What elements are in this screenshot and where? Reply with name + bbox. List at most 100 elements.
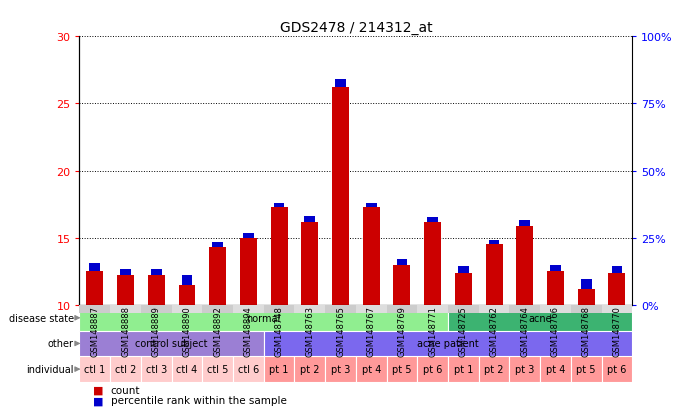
Bar — [602, 305, 632, 313]
Bar — [325, 305, 356, 313]
Text: acne patient: acne patient — [417, 339, 479, 349]
Bar — [609, 273, 625, 305]
Bar — [148, 276, 164, 305]
Bar — [356, 305, 386, 313]
Text: GSM148890: GSM148890 — [182, 306, 191, 356]
Bar — [79, 331, 264, 356]
Bar — [305, 217, 315, 222]
Bar — [547, 272, 564, 305]
Bar — [171, 305, 202, 313]
Bar — [455, 273, 472, 305]
Text: pt 2: pt 2 — [300, 364, 319, 374]
Bar — [509, 305, 540, 313]
Bar — [243, 233, 254, 238]
Bar — [233, 356, 264, 382]
Bar — [509, 356, 540, 382]
Text: pt 1: pt 1 — [269, 364, 289, 374]
Bar — [274, 203, 285, 207]
Bar — [202, 356, 233, 382]
Bar — [479, 356, 509, 382]
Bar — [79, 305, 448, 331]
Text: GSM148769: GSM148769 — [397, 306, 406, 356]
Text: GSM148764: GSM148764 — [520, 306, 529, 356]
Bar — [86, 272, 103, 305]
Bar — [271, 207, 287, 305]
Bar — [427, 217, 438, 222]
Bar — [209, 247, 226, 305]
Bar — [120, 269, 131, 276]
Text: GSM148770: GSM148770 — [612, 306, 621, 356]
Text: GSM148766: GSM148766 — [551, 306, 560, 356]
Bar — [141, 356, 171, 382]
Text: pt 4: pt 4 — [546, 364, 565, 374]
Bar — [332, 88, 349, 305]
Bar — [489, 240, 500, 245]
Bar — [182, 276, 192, 285]
Bar — [79, 356, 110, 382]
Bar — [325, 356, 356, 382]
Bar — [294, 305, 325, 313]
Bar — [171, 356, 202, 382]
Text: acne: acne — [529, 313, 552, 323]
Bar — [178, 285, 196, 305]
Text: ctl 6: ctl 6 — [238, 364, 259, 374]
Bar — [571, 356, 602, 382]
Bar — [612, 266, 623, 273]
Text: GSM148892: GSM148892 — [213, 306, 223, 356]
Text: ■: ■ — [93, 385, 104, 395]
Bar — [397, 259, 407, 265]
Text: GSM148888: GSM148888 — [121, 306, 130, 356]
Text: count: count — [111, 385, 140, 395]
Text: ctl 5: ctl 5 — [207, 364, 228, 374]
Bar — [264, 305, 294, 313]
Text: pt 6: pt 6 — [423, 364, 442, 374]
Bar — [448, 305, 479, 313]
Bar — [540, 356, 571, 382]
Bar — [602, 356, 632, 382]
Text: pt 2: pt 2 — [484, 364, 504, 374]
Text: normal: normal — [247, 313, 281, 323]
Bar — [550, 266, 561, 272]
Bar — [110, 356, 141, 382]
Text: GSM148767: GSM148767 — [367, 306, 376, 356]
Bar — [356, 356, 386, 382]
Bar — [264, 331, 632, 356]
Text: other: other — [48, 339, 74, 349]
Text: pt 3: pt 3 — [331, 364, 350, 374]
Text: GSM148765: GSM148765 — [336, 306, 345, 356]
Bar — [294, 356, 325, 382]
Bar — [424, 222, 441, 305]
Text: ctl 1: ctl 1 — [84, 364, 106, 374]
Text: GSM148748: GSM148748 — [274, 306, 283, 356]
Bar — [486, 245, 502, 305]
Bar — [386, 305, 417, 313]
Bar — [264, 356, 294, 382]
Bar — [571, 305, 602, 313]
Bar — [417, 356, 448, 382]
Text: pt 5: pt 5 — [392, 364, 412, 374]
Bar — [520, 220, 530, 226]
Text: GSM148725: GSM148725 — [459, 306, 468, 356]
Bar — [151, 269, 162, 276]
Bar — [516, 226, 533, 305]
Text: GSM148763: GSM148763 — [305, 306, 314, 356]
Bar — [79, 305, 110, 313]
Bar — [581, 280, 591, 289]
Bar — [448, 305, 632, 331]
Text: pt 3: pt 3 — [515, 364, 534, 374]
Text: GSM148771: GSM148771 — [428, 306, 437, 356]
Bar — [212, 242, 223, 247]
Bar — [458, 266, 468, 273]
Text: individual: individual — [26, 364, 74, 374]
Bar — [417, 305, 448, 313]
Text: pt 5: pt 5 — [576, 364, 596, 374]
Bar — [448, 356, 479, 382]
Text: pt 4: pt 4 — [361, 364, 381, 374]
Text: GSM148887: GSM148887 — [91, 306, 100, 356]
Bar — [141, 305, 171, 313]
Bar — [89, 263, 100, 272]
Text: pt 1: pt 1 — [454, 364, 473, 374]
Bar — [335, 80, 346, 88]
Text: ctl 3: ctl 3 — [146, 364, 167, 374]
Bar — [202, 305, 233, 313]
